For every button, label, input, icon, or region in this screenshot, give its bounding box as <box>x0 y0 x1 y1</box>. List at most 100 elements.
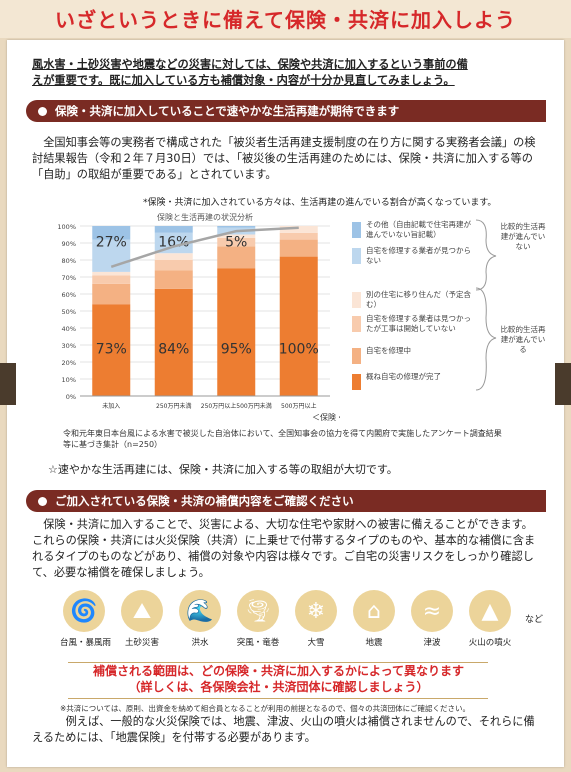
bar-segment <box>92 226 131 240</box>
legend-swatch <box>352 348 361 364</box>
hazard-item: ≈ 津波 <box>408 590 456 648</box>
bar-segment <box>217 226 256 228</box>
chart-title: 保険と生活再建の状況分析 <box>157 213 253 222</box>
chart-source: 令和元年東日本台風による水害で被災した自治体において、全国知事会の協力を得て内閣… <box>63 429 502 449</box>
snow-icon: ❄ <box>295 590 337 632</box>
bar-segment <box>154 270 193 289</box>
bar-segment <box>279 256 318 396</box>
bar-segment <box>217 268 256 396</box>
tornado-icon: 🌪 <box>237 590 279 632</box>
typhoon-icon: 🌀 <box>63 590 105 632</box>
bar-label-not-progressing: 5% <box>225 234 247 250</box>
divider-top <box>68 662 488 663</box>
bullet-icon <box>38 107 47 116</box>
chart-note: *保険・共済に加入されている方々は、生活再建の進んでいる割合が高くなっています。 <box>143 198 497 208</box>
y-tick-label: 70% <box>62 274 76 282</box>
bar-label-progressing: 100% <box>279 342 319 358</box>
brace-label-not-progressing: 比較的生活再建が進んでいない <box>500 222 546 251</box>
bar-segment <box>92 283 131 305</box>
etc-label: など <box>525 615 544 625</box>
legend-item: 自宅を修理する業者は見つかったが工事は開始していない <box>352 314 478 334</box>
title-band <box>0 0 571 38</box>
x-tick-label: 500万円以上 <box>281 402 316 410</box>
legend-label: 別の住宅に移り住んだ（予定含む） <box>366 290 471 309</box>
legend-swatch <box>352 248 361 264</box>
section1-conclusion: ☆速やかな生活再建には、保険・共済に加入する等の取組が大切です。 <box>48 463 398 476</box>
bar-segment <box>154 226 193 233</box>
bar-segment <box>217 234 256 238</box>
legend-item: 自宅を修理する業者が見つからない <box>352 246 478 266</box>
intro-line-1: 風水害・土砂災害や地震などの災害に対しては、保険や共済に加入するという事前の備 <box>32 58 468 71</box>
legend-label: 自宅を修理する業者は見つかったが工事は開始していない <box>366 314 471 333</box>
x-tick-label: 未加入 <box>102 402 120 410</box>
hazard-item: 🌪 突風・竜巻 <box>234 590 282 648</box>
volcano-icon: ▲ <box>469 590 511 632</box>
bar-segment <box>217 246 256 269</box>
legend-swatch <box>352 222 361 238</box>
binder-clip-left <box>0 363 16 405</box>
legend-item: 概ね自宅の修理が完了 <box>352 372 478 390</box>
y-tick-label: 20% <box>62 359 76 367</box>
cooperative-note: ※共済については、原則、出資金を納めて組合員となることが利用の前提となるので、個… <box>60 704 471 713</box>
binder-clip-right <box>555 363 571 405</box>
y-tick-label: 50% <box>62 308 76 316</box>
legend-swatch <box>352 292 361 308</box>
x-tick-label: 250万円以上500万円未満 <box>201 402 272 410</box>
page-title: いざというときに備えて保険・共済に加入しよう <box>55 8 516 32</box>
bar-label-progressing: 73% <box>96 342 127 358</box>
hazard-label: 津波 <box>423 638 441 648</box>
hazard-label: 台風・暴風雨 <box>60 638 112 648</box>
intro-line-2: えが重要です。既に加入している方も補償対象・内容が十分か見直してみましょう。 <box>32 74 455 87</box>
bar-segment <box>92 275 131 284</box>
bullet-icon <box>38 497 47 506</box>
bar-segment <box>92 304 131 396</box>
section1-paragraph: 全国知事会等の実務者で構成された「被災者生活再建支援制度の在り方に関する実務者会… <box>32 136 536 181</box>
legend-label: 概ね自宅の修理が完了 <box>366 372 441 381</box>
bar-segment <box>92 271 131 276</box>
x-axis-title: ＜保険・共済の 受取額＞ <box>312 412 340 422</box>
coverage-range-line-2: （詳しくは、各保険会社・共済団体に確認しましょう） <box>128 680 429 694</box>
bar-segment <box>154 232 193 254</box>
hazard-label: 突風・竜巻 <box>236 638 280 648</box>
legend-braces <box>475 219 497 391</box>
bar-segment <box>279 239 318 257</box>
hazard-label: 土砂災害 <box>124 638 159 648</box>
section1-heading-text: 保険・共済に加入していることで速やかな生活再建が期待できます <box>55 104 400 118</box>
hazard-icon-row: 🌀 台風・暴風雨 ⛰ 土砂災害 🌊 洪水 🌪 突風・竜巻 ❄ 大雪 ⌂ 地震 ≈ 津波 ▲ 火山の噴火 <box>60 590 540 650</box>
bar-segment <box>279 226 318 233</box>
legend-item: 別の住宅に移り住んだ（予定含む） <box>352 290 478 310</box>
y-tick-label: 40% <box>62 325 76 333</box>
hazard-label: 洪水 <box>191 638 209 648</box>
bar-label-progressing: 84% <box>158 342 189 358</box>
bar-segment <box>154 260 193 271</box>
landslide-icon: ⛰ <box>121 590 163 632</box>
y-tick-label: 80% <box>62 257 76 265</box>
brace-label-progressing: 比較的生活再建が進んでいる <box>500 325 546 354</box>
x-tick-label: 250万円未満 <box>156 402 191 410</box>
hazard-label: 大雪 <box>307 638 325 648</box>
hazard-label: 火山の噴火 <box>468 638 512 648</box>
section2-heading: ご加入されている保険・共済の補償内容をご確認ください <box>26 490 546 512</box>
hazard-item: ▲ 火山の噴火 <box>466 590 514 648</box>
bar-segment <box>154 253 193 260</box>
tsunami-icon: ≈ <box>411 590 453 632</box>
trend-line <box>110 226 299 268</box>
hazard-item: ⌂ 地震 <box>350 590 398 648</box>
y-tick-label: 30% <box>62 342 76 350</box>
hazard-label: 地震 <box>365 638 383 648</box>
divider-bottom <box>68 698 488 699</box>
hazard-item: ⛰ 土砂災害 <box>118 590 166 648</box>
hazard-item: 🌀 台風・暴風雨 <box>60 590 112 648</box>
bar-label-not-progressing: 27% <box>96 234 127 250</box>
intro-text: 風水害・土砂災害や地震などの災害に対しては、保険や共済に加入するという事前の備 … <box>32 57 542 89</box>
hazard-item: ❄ 大雪 <box>292 590 340 648</box>
section1-heading: 保険・共済に加入していることで速やかな生活再建が期待できます <box>26 100 546 122</box>
bar-segment <box>217 237 256 247</box>
legend-swatch <box>352 374 361 390</box>
example-paragraph: 例えば、一般的な火災保険では、地震、津波、火山の噴火は補償されませんので、それら… <box>32 715 535 744</box>
document-sheet <box>7 40 564 767</box>
y-tick-label: 10% <box>62 376 76 384</box>
legend-label: その他（自由記載で住宅再建が進んでいない旨記載） <box>366 220 471 239</box>
bar-segment <box>154 288 193 396</box>
section2-paragraph: 保険・共済に加入することで、災害による、大切な住宅や家財への被害に備えることがで… <box>32 518 536 579</box>
